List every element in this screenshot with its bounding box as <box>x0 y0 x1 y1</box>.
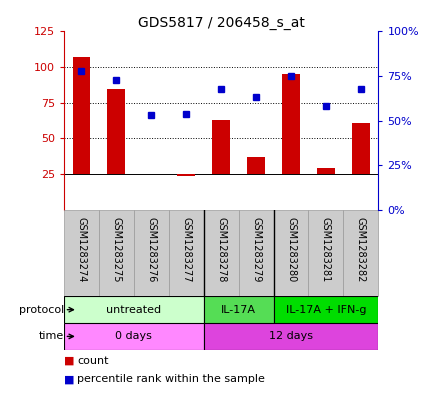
Bar <box>204 296 274 323</box>
Text: time: time <box>39 331 64 342</box>
Bar <box>344 210 378 296</box>
Text: 12 days: 12 days <box>269 331 313 342</box>
Bar <box>274 210 308 296</box>
Bar <box>238 210 274 296</box>
Bar <box>274 296 378 323</box>
Bar <box>204 323 378 350</box>
Text: GSM1283277: GSM1283277 <box>181 217 191 282</box>
Text: 0 days: 0 days <box>115 331 152 342</box>
Bar <box>213 120 230 174</box>
Bar <box>134 210 169 296</box>
Text: count: count <box>77 356 109 366</box>
Bar <box>282 74 300 174</box>
Text: GSM1283280: GSM1283280 <box>286 217 296 282</box>
Bar <box>64 296 204 323</box>
Text: GSM1283278: GSM1283278 <box>216 217 226 282</box>
Text: GSM1283279: GSM1283279 <box>251 217 261 282</box>
Text: percentile rank within the sample: percentile rank within the sample <box>77 374 265 384</box>
Bar <box>177 174 195 176</box>
Text: ■: ■ <box>64 374 74 384</box>
Title: GDS5817 / 206458_s_at: GDS5817 / 206458_s_at <box>138 17 304 30</box>
Text: untreated: untreated <box>106 305 161 315</box>
Text: GSM1283281: GSM1283281 <box>321 217 331 282</box>
Text: ■: ■ <box>64 356 74 366</box>
Text: GSM1283282: GSM1283282 <box>356 217 366 282</box>
Text: GSM1283275: GSM1283275 <box>111 217 121 282</box>
Bar <box>169 210 204 296</box>
Text: IL-17A: IL-17A <box>221 305 256 315</box>
Bar <box>73 57 90 174</box>
Bar <box>99 210 134 296</box>
Text: IL-17A + IFN-g: IL-17A + IFN-g <box>286 305 366 315</box>
Bar <box>247 157 265 174</box>
Bar <box>64 323 204 350</box>
Bar <box>308 210 344 296</box>
Bar <box>107 88 125 174</box>
Text: GSM1283274: GSM1283274 <box>76 217 86 282</box>
Bar <box>64 210 99 296</box>
Bar <box>204 210 238 296</box>
Bar <box>317 169 335 174</box>
Text: GSM1283276: GSM1283276 <box>146 217 156 282</box>
Bar <box>352 123 370 174</box>
Text: protocol: protocol <box>18 305 64 315</box>
